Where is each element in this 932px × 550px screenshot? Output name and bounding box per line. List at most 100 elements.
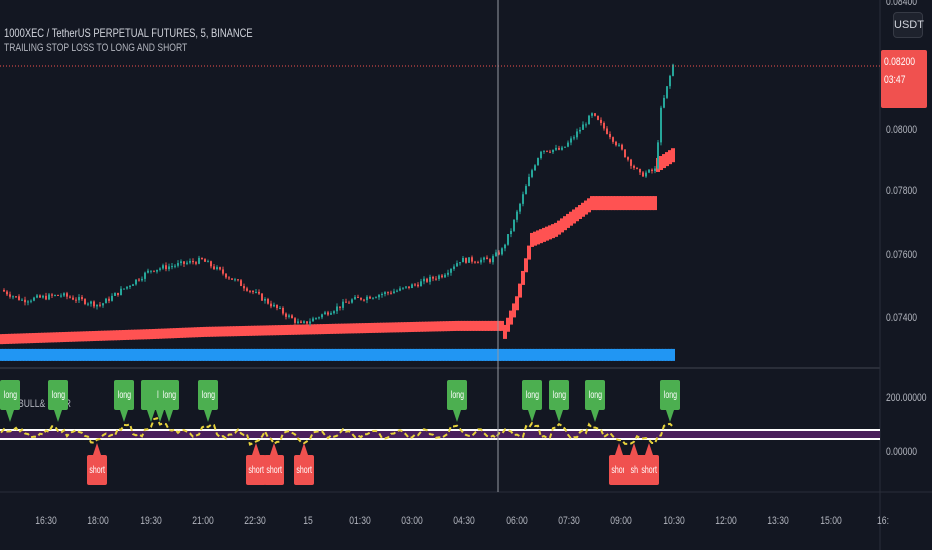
stop-long-mark [542,227,546,242]
candle-body [447,272,449,275]
stop-long-mark [23,333,27,344]
candle-body [576,131,578,138]
candle-body [57,294,59,296]
stop-long-mark [164,328,168,339]
candle-body [636,167,638,169]
stop-short-mark [398,348,402,361]
stop-short-mark [410,348,414,361]
oscillator-tick: 200.00000 [886,392,927,404]
stop-short-mark [644,348,648,361]
stop-short-mark [467,348,471,361]
stop-short-mark [305,348,309,361]
stop-short-mark [92,348,96,361]
stop-long-mark [74,331,78,342]
candle-body [321,314,323,318]
stop-long-mark [8,333,12,344]
stop-short-mark [389,348,393,361]
stop-short-mark [44,348,48,361]
stop-long-mark [293,324,297,335]
candle-body [81,297,83,300]
stop-long-mark [299,324,303,335]
stop-short-mark [452,348,456,361]
current-price-label: 0.08200 03:47 [881,50,927,108]
candle-body [570,138,572,143]
stop-short-mark [386,348,390,361]
candle-body [510,230,512,235]
time-tick: 16:30 [35,515,57,527]
candle-body [183,261,185,264]
candle-body [396,290,398,292]
stop-short-mark [485,348,489,361]
stop-short-mark [221,348,225,361]
stop-short-mark [110,348,114,361]
stop-long-mark [470,320,474,331]
stop-long-mark [5,333,9,344]
stop-short-mark [206,348,210,361]
candle-body [63,293,65,296]
candle-body [495,252,497,257]
candle-body [114,292,116,296]
candle-body [69,296,71,298]
stop-long-mark [593,196,597,211]
candle-body [654,168,656,171]
candle-body [141,278,143,281]
stop-short-mark [62,348,66,361]
candle-body [480,259,482,263]
stop-short-mark [521,348,525,361]
stop-short-mark [668,348,672,361]
stop-short-mark [248,348,252,361]
candle-body [450,268,452,273]
stop-long-mark [635,196,639,211]
stop-short-mark [449,348,453,361]
stop-short-mark [275,348,279,361]
stop-long-mark [317,324,321,335]
candle-body [489,259,491,263]
candle-body [66,293,68,297]
stop-short-mark [371,348,375,361]
time-tick: 04:30 [453,515,476,527]
stop-long-mark [359,323,363,334]
stop-short-mark [209,348,213,361]
candle-body [33,297,35,301]
stop-short-mark [170,348,174,361]
stop-short-mark [368,348,372,361]
currency-button[interactable]: USDT [893,12,924,38]
candle-body [291,315,293,319]
stop-long-mark [50,332,54,343]
candle-body [375,297,377,299]
stop-short-mark [32,348,36,361]
stop-long-mark [464,320,468,331]
stop-short-mark [131,348,135,361]
candle-body [123,288,125,290]
current-price: 0.08200 [884,56,916,68]
stop-long-mark [668,150,672,165]
candle-body [363,299,365,301]
symbol-title[interactable]: 1000XEC / TetherUS PERPETUAL FUTURES, 5,… [4,26,253,40]
stop-long-mark [419,321,423,332]
stop-short-mark [560,348,564,361]
candle-body [195,262,197,264]
indicator-legend[interactable]: TRAILING STOP LOSS TO LONG AND SHORT [4,42,188,54]
stop-short-mark [98,348,102,361]
stop-short-mark [308,348,312,361]
stop-short-mark [338,348,342,361]
stop-long-mark [431,321,435,332]
stop-short-mark [545,348,549,361]
stop-long-mark [80,331,84,342]
stop-short-mark [269,348,273,361]
stop-short-mark [524,348,528,361]
candle-body [174,265,176,267]
candle-body [534,165,536,171]
signal-text: short [296,464,312,476]
candle-body [6,291,8,295]
stop-long-mark [98,330,102,341]
candle-body [618,144,620,146]
stop-long-mark [86,331,90,342]
time-tick: 16: [876,515,889,527]
stop-short-mark [167,348,171,361]
stop-short-mark [614,348,618,361]
stop-long-mark [11,333,15,344]
candle-body [54,294,56,296]
stop-long-mark [227,326,231,337]
